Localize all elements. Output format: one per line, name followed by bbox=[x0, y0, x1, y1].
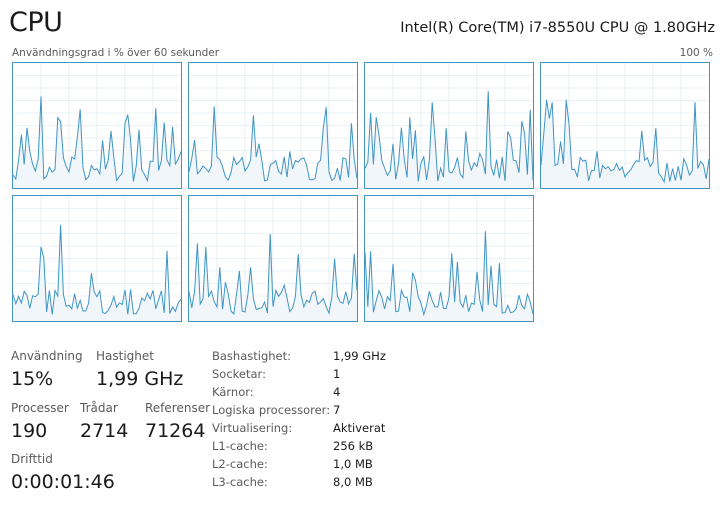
cpu-usage-graph bbox=[13, 196, 181, 321]
virtualization-label: Virtualisering: bbox=[212, 421, 293, 435]
l1-cache-value: 256 kB bbox=[333, 439, 374, 453]
usage-label: Användning bbox=[11, 349, 83, 363]
l2-cache-label: L2-cache: bbox=[212, 457, 268, 471]
uptime-label: Drifttid bbox=[11, 452, 53, 466]
cpu-graph-6 bbox=[364, 195, 534, 322]
speed-value: 1,99 GHz bbox=[96, 368, 184, 390]
l3-cache-label: L3-cache: bbox=[212, 475, 268, 489]
cores-label: Kärnor: bbox=[212, 385, 254, 399]
threads-value: 2714 bbox=[80, 420, 129, 442]
processes-value: 190 bbox=[11, 420, 48, 442]
uptime-value: 0:00:01:46 bbox=[11, 471, 115, 493]
sockets-value: 1 bbox=[333, 367, 341, 381]
threads-label: Trådar bbox=[80, 401, 118, 415]
l1-cache-label: L1-cache: bbox=[212, 439, 268, 453]
logical-processors-label: Logiska processorer: bbox=[212, 403, 331, 417]
cpu-graph-2 bbox=[364, 62, 534, 189]
cpu-usage-graph bbox=[189, 63, 357, 188]
cpu-graph-0 bbox=[12, 62, 182, 189]
cpu-model: Intel(R) Core(TM) i7-8550U CPU @ 1.80GHz bbox=[400, 20, 715, 36]
logical-processors-value: 7 bbox=[333, 403, 341, 417]
virtualization-value: Aktiverat bbox=[333, 421, 386, 435]
processes-label: Processer bbox=[11, 401, 69, 415]
graph-max-label: 100 % bbox=[679, 47, 713, 59]
cpu-usage-graph bbox=[541, 63, 709, 188]
cpu-graph-4 bbox=[12, 195, 182, 322]
handles-label: Referenser bbox=[145, 401, 211, 415]
cpu-usage-graph bbox=[189, 196, 357, 321]
sockets-label: Socketar: bbox=[212, 367, 266, 381]
cores-value: 4 bbox=[333, 385, 341, 399]
cpu-usage-graph bbox=[365, 196, 533, 321]
cpu-usage-graph bbox=[365, 63, 533, 188]
base-speed-value: 1,99 GHz bbox=[333, 349, 386, 363]
graph-caption: Användningsgrad i % över 60 sekunder bbox=[12, 47, 220, 59]
cpu-usage-graph bbox=[13, 63, 181, 188]
cpu-title: CPU bbox=[9, 7, 63, 38]
handles-value: 71264 bbox=[145, 420, 206, 442]
speed-label: Hastighet bbox=[96, 349, 154, 363]
cpu-graph-grid bbox=[12, 62, 712, 326]
cpu-graph-5 bbox=[188, 195, 358, 322]
l2-cache-value: 1,0 MB bbox=[333, 457, 373, 471]
base-speed-label: Bashastighet: bbox=[212, 349, 292, 363]
cpu-graph-1 bbox=[188, 62, 358, 189]
l3-cache-value: 8,0 MB bbox=[333, 475, 373, 489]
cpu-graph-3 bbox=[540, 62, 710, 189]
usage-value: 15% bbox=[11, 368, 54, 390]
